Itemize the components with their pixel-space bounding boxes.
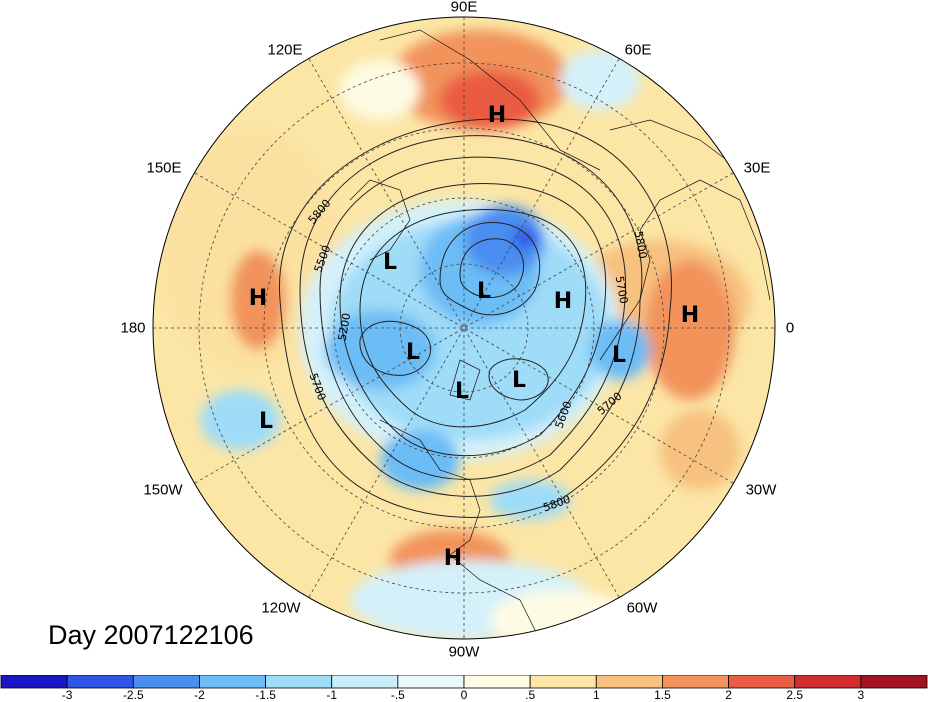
pressure-system-label: H bbox=[444, 546, 462, 571]
pressure-system-label: L bbox=[455, 379, 469, 404]
colorbar-tick-label: 1.5 bbox=[654, 688, 671, 702]
colorbar-box bbox=[397, 675, 465, 689]
colorbar-box bbox=[529, 675, 597, 689]
colorbar-box bbox=[66, 675, 134, 689]
colorbar-tick-label: -1 bbox=[326, 688, 338, 702]
colorbar-box bbox=[463, 675, 531, 689]
colorbar-box bbox=[595, 675, 663, 689]
pressure-system-label: L bbox=[406, 340, 420, 365]
longitude-label-60w: 60W bbox=[626, 599, 658, 617]
longitude-label-0: 0 bbox=[785, 319, 795, 337]
longitude-label-60e: 60E bbox=[624, 41, 652, 59]
colorbar-tick-label: -1.5 bbox=[255, 688, 276, 702]
pressure-system-label: L bbox=[612, 343, 626, 368]
colorbar-tick-label: -2.5 bbox=[122, 688, 144, 702]
contour-label: 5200 bbox=[336, 312, 354, 342]
colorbar-box bbox=[860, 675, 928, 689]
map-boundary bbox=[152, 16, 776, 640]
colorbar-tick-label: .5 bbox=[525, 688, 536, 702]
longitude-label-90w: 90W bbox=[448, 643, 480, 661]
colorbar-tick-label: -2 bbox=[194, 688, 205, 702]
pressure-system-label: H bbox=[488, 103, 506, 128]
pressure-system-label: L bbox=[477, 279, 491, 304]
colorbar-box bbox=[728, 675, 796, 689]
graticule bbox=[153, 17, 775, 639]
colorbar-box bbox=[199, 675, 266, 689]
longitude-label-120w: 120W bbox=[261, 599, 301, 617]
pressure-system-label: L bbox=[512, 368, 526, 393]
pressure-system-label: H bbox=[554, 289, 572, 314]
pressure-system-label: H bbox=[681, 303, 699, 328]
contour-label: 5800 bbox=[632, 230, 650, 260]
colorbar-tick-label: 3 bbox=[857, 688, 865, 702]
contour-label: 5700 bbox=[613, 275, 631, 305]
colorbar-box bbox=[662, 675, 729, 689]
colorbar-tick-label: 1 bbox=[592, 688, 600, 702]
colorbar bbox=[0, 675, 928, 689]
pressure-system-label: L bbox=[383, 250, 397, 275]
colorbar-tick-label: 2.5 bbox=[786, 688, 804, 702]
longitude-label-120e: 120E bbox=[267, 41, 303, 59]
colorbar-box bbox=[794, 675, 862, 689]
map-title: Day 2007122106 bbox=[48, 620, 254, 650]
height-contours bbox=[279, 118, 672, 518]
longitude-label-150e: 150E bbox=[146, 159, 182, 177]
colorbar-box bbox=[331, 675, 399, 689]
anomaly-field bbox=[153, 17, 775, 639]
longitude-label-30e: 30E bbox=[743, 159, 771, 177]
colorbar-tick-label: -.5 bbox=[390, 688, 405, 702]
colorbar-tick-label: 0 bbox=[460, 688, 468, 702]
longitude-label-30w: 30W bbox=[745, 481, 777, 499]
colorbar-tick-label: -3 bbox=[61, 688, 73, 702]
colorbar-tick-label: 2 bbox=[725, 688, 732, 702]
longitude-label-150w: 150W bbox=[143, 481, 183, 499]
pressure-system-label: L bbox=[259, 409, 273, 434]
colorbar-box bbox=[0, 675, 68, 689]
colorbar-box bbox=[265, 675, 333, 689]
coastlines bbox=[349, 29, 771, 639]
colorbar-box bbox=[132, 675, 200, 689]
pressure-system-label: H bbox=[249, 286, 267, 311]
longitude-label-180: 180 bbox=[120, 319, 146, 337]
longitude-label-90e: 90E bbox=[450, 0, 478, 16]
